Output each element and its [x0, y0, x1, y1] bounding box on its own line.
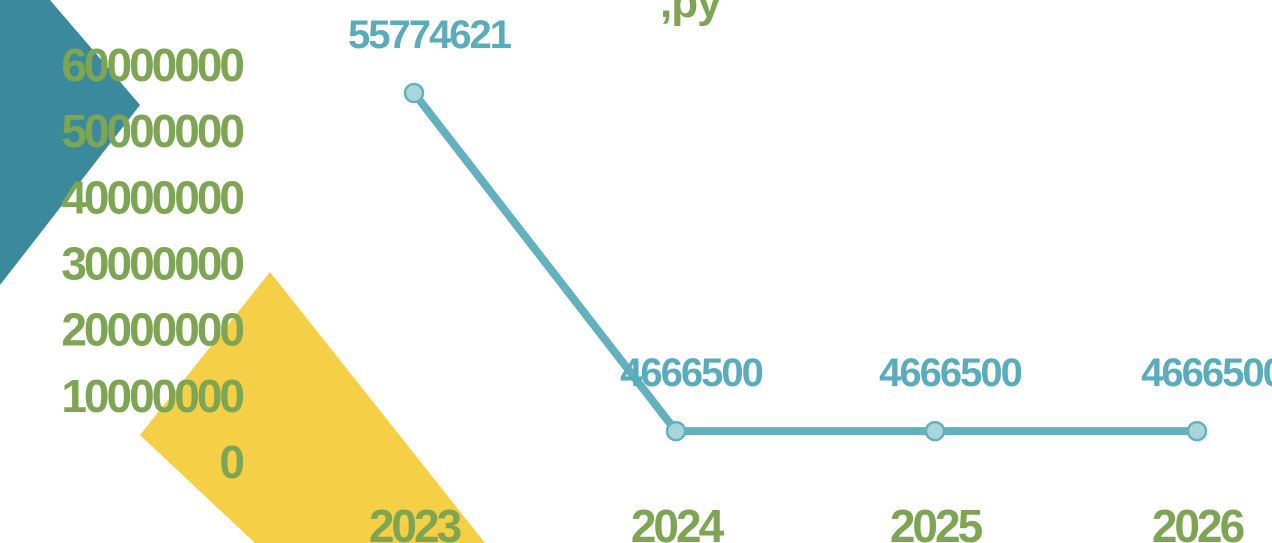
y-tick-label: 20000000 — [61, 304, 243, 356]
data-label: 4666500 — [1141, 351, 1272, 395]
x-tick-label: 2026 — [1152, 500, 1244, 543]
data-point-marker — [665, 420, 687, 442]
y-tick-label: 50000000 — [61, 105, 243, 157]
x-tick-label: 2024 — [631, 500, 725, 543]
yellow-decor-shape — [140, 272, 485, 543]
y-tick-label: 40000000 — [61, 171, 243, 223]
data-label-layer: 55774621 4666500 4666500 4666500 — [348, 13, 1272, 395]
y-tick-label: 10000000 — [61, 370, 243, 422]
y-tick-label: 30000000 — [61, 238, 243, 290]
chart-title-fragment: ,py — [660, 0, 722, 27]
y-tick-label: 60000000 — [61, 39, 243, 91]
data-point-marker — [403, 82, 425, 104]
x-axis-tick-labels: 2023 2024 2025 2026 — [369, 500, 1247, 543]
data-label: 4666500 — [879, 351, 1021, 395]
x-tick-label: 2025 — [890, 500, 983, 543]
x-tick-label: 2023 — [369, 500, 461, 543]
y-axis-tick-labels: 0 10000000 20000000 30000000 40000000 5000000… — [61, 39, 246, 488]
data-label: 55774621 — [348, 13, 512, 57]
series-line — [410, 88, 1201, 436]
y-tick-label: 0 — [219, 436, 243, 488]
series-layer — [403, 82, 1208, 442]
teal-decor-shape — [0, 0, 140, 285]
data-label: 4666500 — [620, 351, 762, 395]
data-point-marker — [1186, 420, 1208, 442]
data-point-marker — [924, 420, 946, 442]
